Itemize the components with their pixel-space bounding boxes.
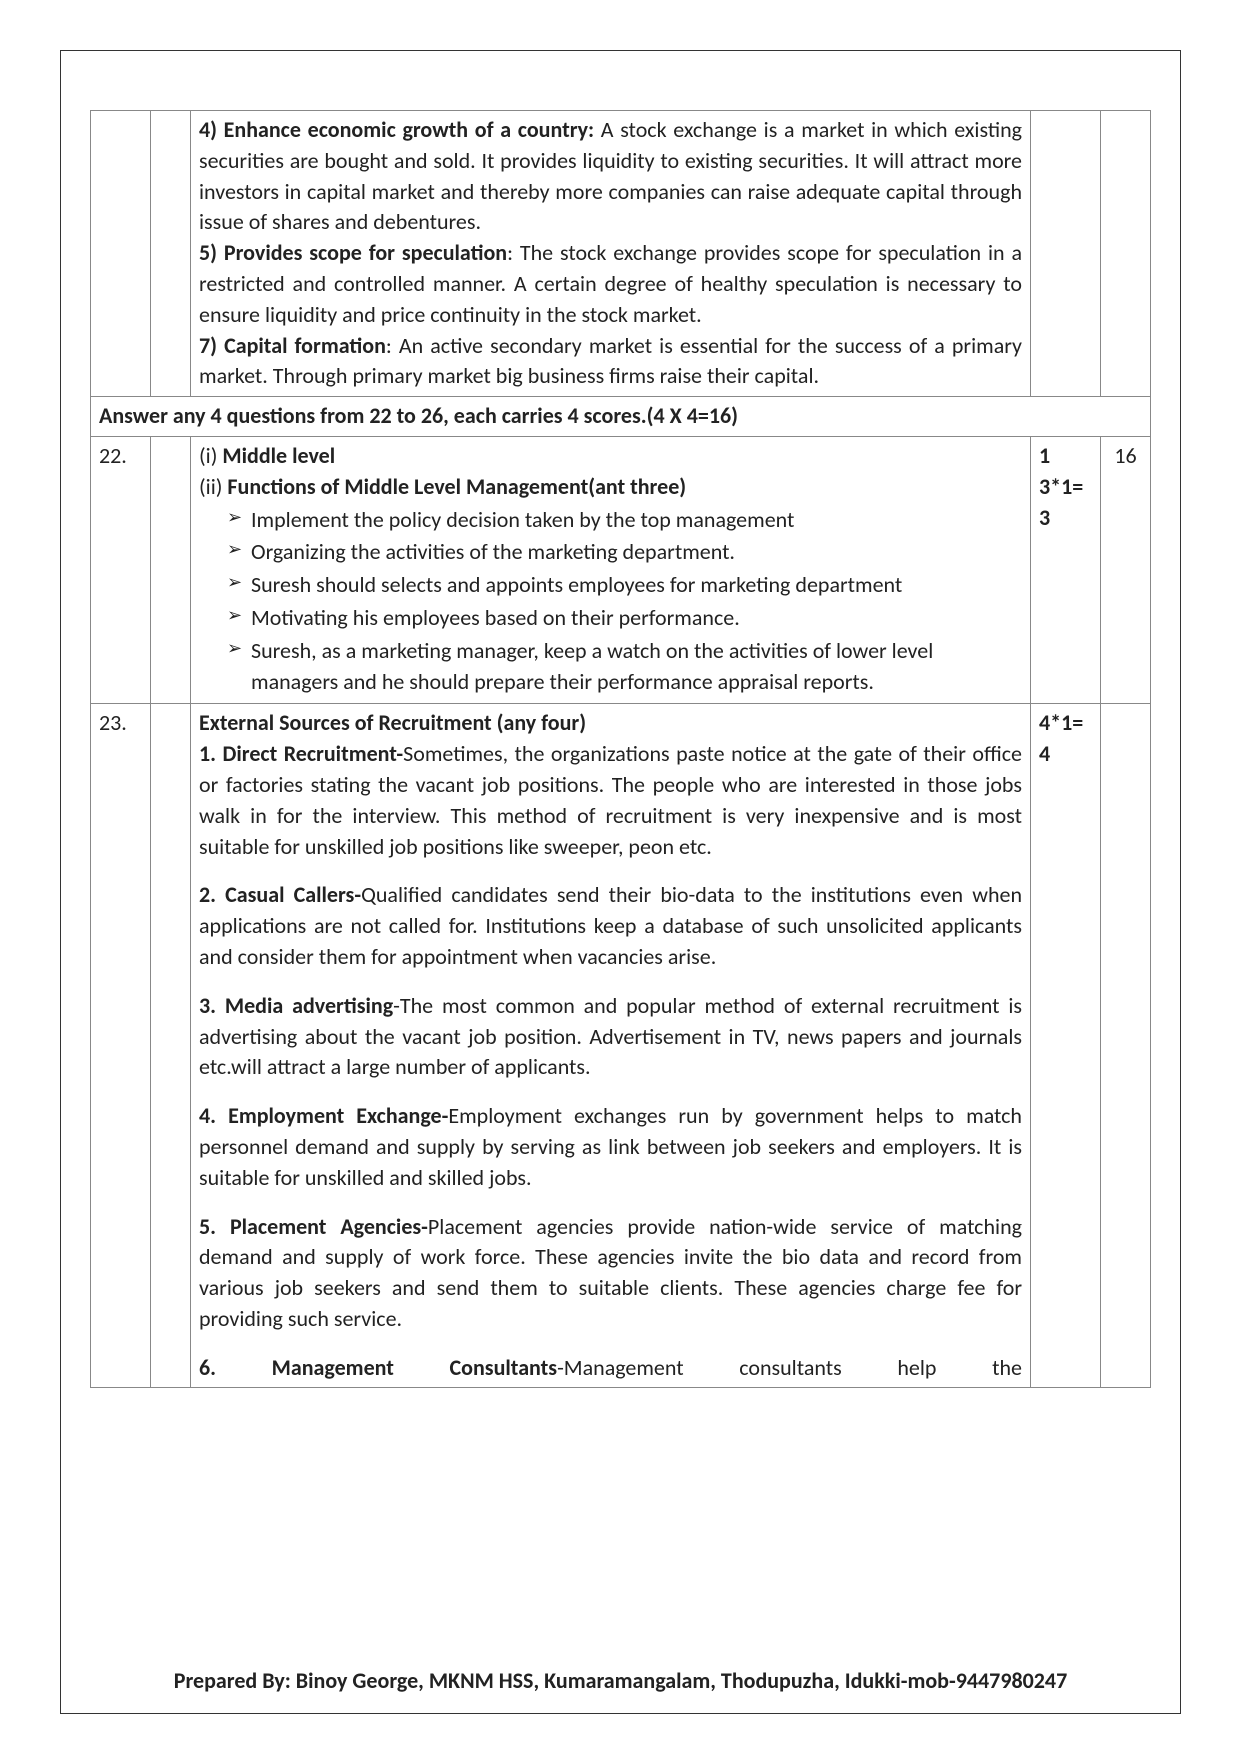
p4-lead: 4. Employment Exchange- bbox=[199, 1102, 448, 1129]
bullet-text: Motivating his employees based on their … bbox=[251, 603, 1022, 634]
p6-w6: help bbox=[897, 1353, 936, 1384]
point-5: 5) Provides scope for speculation: The s… bbox=[199, 238, 1022, 330]
section-header-row: Answer any 4 questions from 22 to 26, ea… bbox=[91, 397, 1151, 437]
point-7-lead: 7) Capital formation bbox=[199, 332, 386, 359]
q23-p1: 1. Direct Recruitment-Sometimes, the org… bbox=[199, 739, 1022, 862]
p6-w4: -Management bbox=[557, 1354, 684, 1381]
p6-w7: the bbox=[992, 1353, 1022, 1384]
point-4-lead: 4) Enhance economic growth of a country: bbox=[199, 116, 594, 143]
bullet-icon: ➢ bbox=[227, 603, 251, 634]
table-row: 22. (i) Middle level (ii) Functions of M… bbox=[91, 436, 1151, 703]
bullet-text: Suresh should selects and appoints emplo… bbox=[251, 570, 1022, 601]
marks-cell bbox=[1031, 111, 1101, 397]
list-item: ➢Organizing the activities of the market… bbox=[227, 537, 1022, 568]
bullet-icon: ➢ bbox=[227, 505, 251, 536]
list-item: ➢Suresh should selects and appoints empl… bbox=[227, 570, 1022, 601]
list-item: ➢Motivating his employees based on their… bbox=[227, 603, 1022, 634]
point-4: 4) Enhance economic growth of a country:… bbox=[199, 115, 1022, 238]
spacer-cell bbox=[151, 436, 191, 703]
answer-cell: (i) Middle level (ii) Functions of Middl… bbox=[191, 436, 1031, 703]
marks-cell: 1 3*1= 3 bbox=[1031, 436, 1101, 703]
qno-cell: 22. bbox=[91, 436, 151, 703]
bullet-icon: ➢ bbox=[227, 537, 251, 568]
marks-line: 4*1= bbox=[1039, 708, 1092, 739]
answer-cell: External Sources of Recruitment (any fou… bbox=[191, 704, 1031, 1388]
section-header-text: Answer any 4 questions from 22 to 26, ea… bbox=[91, 397, 1151, 437]
spacer-cell bbox=[151, 111, 191, 397]
q22-ii-bold: Functions of Middle Level Management(ant… bbox=[227, 473, 686, 500]
bullet-icon: ➢ bbox=[227, 570, 251, 601]
list-item: ➢Suresh, as a marketing manager, keep a … bbox=[227, 636, 1022, 698]
answer-cell: 4) Enhance economic growth of a country:… bbox=[191, 111, 1031, 397]
p6-w3: Consultants bbox=[450, 1354, 558, 1381]
q22-i: (i) Middle level bbox=[199, 441, 1022, 472]
total-cell: 16 bbox=[1101, 436, 1151, 703]
spacer-cell bbox=[151, 704, 191, 1388]
page-footer: Prepared By: Binoy George, MKNM HSS, Kum… bbox=[60, 1667, 1181, 1694]
p6-w34: Consultants-Management bbox=[450, 1353, 684, 1384]
answer-table: 4) Enhance economic growth of a country:… bbox=[90, 110, 1151, 1388]
q23-p3: 3. Media advertising-The most common and… bbox=[199, 991, 1022, 1083]
q22-ii: (ii) Functions of Middle Level Managemen… bbox=[199, 472, 1022, 503]
p6-w2: Management bbox=[272, 1353, 394, 1384]
q23-p2: 2. Casual Callers-Qualified candidates s… bbox=[199, 880, 1022, 972]
bullet-text: Organizing the activities of the marketi… bbox=[251, 537, 1022, 568]
marks-line: 1 bbox=[1039, 441, 1092, 472]
content-area: 4) Enhance economic growth of a country:… bbox=[90, 110, 1151, 1654]
q23-p5: 5. Placement Agencies-Placement agencies… bbox=[199, 1212, 1022, 1335]
marks-line: 3 bbox=[1039, 503, 1092, 534]
p3-lead: 3. Media advertising bbox=[199, 992, 393, 1019]
marks-line: 3*1= bbox=[1039, 472, 1092, 503]
p6-w1: 6. bbox=[199, 1353, 216, 1384]
total-cell bbox=[1101, 111, 1151, 397]
list-item: ➢Implement the policy decision taken by … bbox=[227, 505, 1022, 536]
p1-lead: 1. Direct Recruitment- bbox=[199, 740, 403, 767]
q22-i-bold: Middle level bbox=[222, 442, 335, 469]
q23-p6: 6. Management Consultants-Management con… bbox=[199, 1353, 1022, 1384]
total-cell bbox=[1101, 704, 1151, 1388]
p2-lead: 2. Casual Callers- bbox=[199, 881, 361, 908]
bullet-icon: ➢ bbox=[227, 636, 251, 698]
marks-line: 4 bbox=[1039, 739, 1092, 770]
q23-p4: 4. Employment Exchange-Employment exchan… bbox=[199, 1101, 1022, 1193]
q23-heading: External Sources of Recruitment (any fou… bbox=[199, 708, 1022, 739]
bullet-text: Suresh, as a marketing manager, keep a w… bbox=[251, 636, 1022, 698]
point-7: 7) Capital formation: An active secondar… bbox=[199, 331, 1022, 393]
bullet-text: Implement the policy decision taken by t… bbox=[251, 505, 1022, 536]
table-row: 23. External Sources of Recruitment (any… bbox=[91, 704, 1151, 1388]
marks-cell: 4*1= 4 bbox=[1031, 704, 1101, 1388]
p6-w5: consultants bbox=[739, 1353, 841, 1384]
table-row: 4) Enhance economic growth of a country:… bbox=[91, 111, 1151, 397]
point-5-lead: 5) Provides scope for speculation bbox=[199, 239, 507, 266]
qno-cell: 23. bbox=[91, 704, 151, 1388]
qno-cell bbox=[91, 111, 151, 397]
p5-lead: 5. Placement Agencies- bbox=[199, 1213, 428, 1240]
